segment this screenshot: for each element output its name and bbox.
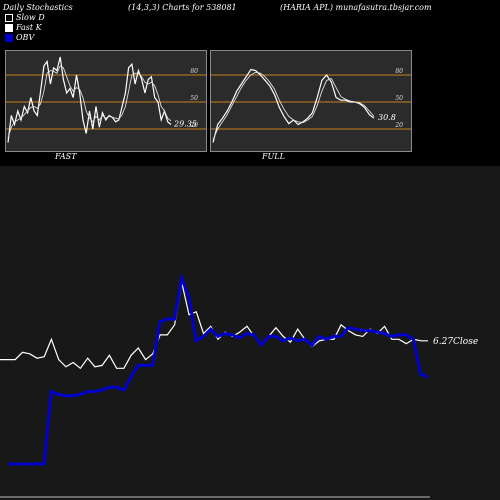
obv-swatch [5,33,13,42]
chart-header-left: Daily Stochastics [3,3,73,12]
fast-k-swatch [5,23,13,32]
price-obv-panel: 6.27Close [0,166,500,500]
last-value-label: 30.8 [378,113,396,122]
fast-stochastic-chart: 20 50 80 29.35 [6,56,206,143]
y-tick-label-50: 50 [395,95,403,102]
full-panel-label: FULL [262,152,285,161]
full-k-line [212,68,375,143]
legend-item-fast-k: Fast K [5,23,42,32]
full-stochastic-panel: 20 50 80 30.8 [210,50,412,152]
fast-stochastic-panel: 20 50 80 29.35 [5,50,207,152]
slow-d-swatch [5,13,13,22]
fast-panel-label: FAST [55,152,77,161]
y-tick-label-80: 80 [395,68,403,75]
fast-k-line [7,56,172,143]
close-price-label: 6.27Close [433,337,478,347]
chart-header-center: (14,3,3) Charts for 538081 [128,3,237,12]
price-obv-chart: 6.27Close [0,272,478,498]
y-tick-label-20: 20 [394,122,403,129]
slow-d-line [7,65,172,139]
legend-label-slow-d: Slow D [16,13,45,22]
chart-header-right: (HARIA APL) munafasutra.tbsjar.com [280,3,432,12]
last-value-label: 29.35 [173,120,197,129]
y-tick-label-80: 80 [190,68,198,75]
y-tick-label-50: 50 [190,95,198,102]
legend-label-obv: OBV [16,33,35,42]
obv-line [8,272,429,466]
legend-item-slow-d: Slow D [5,13,45,22]
close-price-line [0,282,428,370]
full-d-line [212,71,375,140]
legend-item-obv: OBV [5,33,34,42]
legend-label-fast-k: Fast K [16,23,42,32]
y-tick-label-20: 20 [189,122,198,129]
full-stochastic-chart: 20 50 80 30.8 [211,68,411,143]
